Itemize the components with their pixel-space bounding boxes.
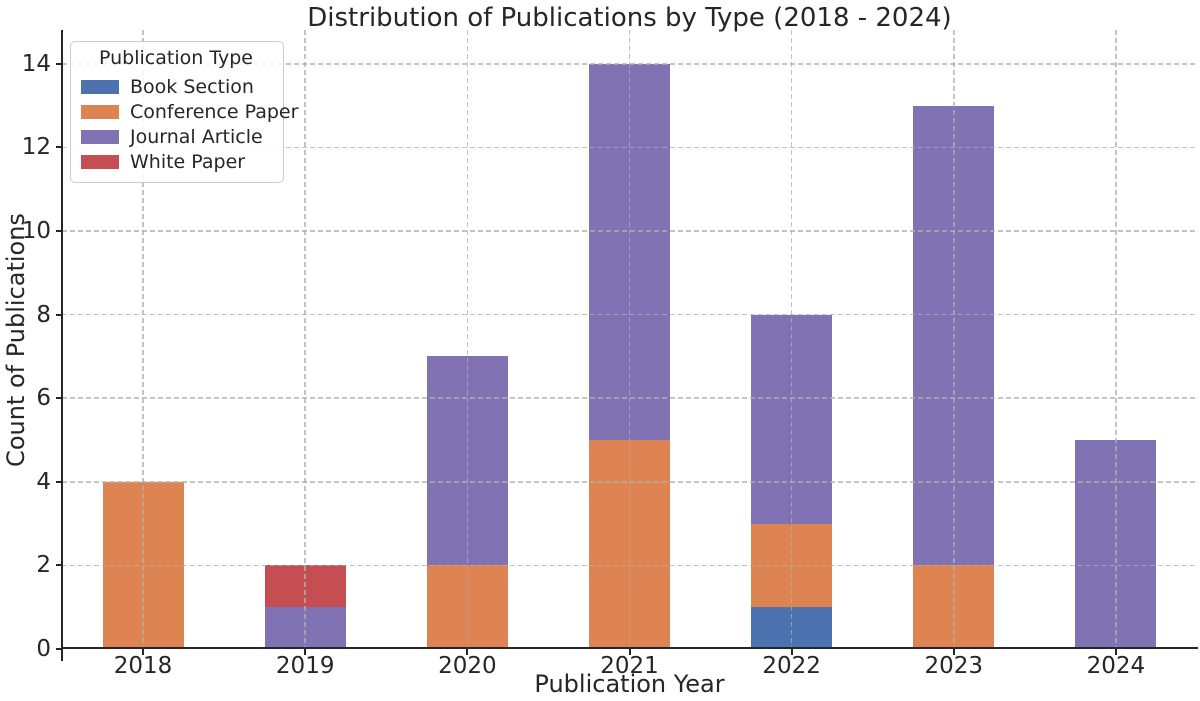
plot-area: Publication Type Book Section Conference … [61,30,1199,662]
legend: Publication Type Book Section Conference … [70,41,298,183]
y-tick-10 [56,230,62,233]
legend-swatch-conference-paper [81,104,119,119]
gridline-x-2019 [304,30,306,649]
x-tick-2023 [952,649,955,655]
legend-swatch-white-paper [81,154,119,169]
legend-label-conference-paper: Conference Paper [130,100,299,123]
x-axis-spine [61,647,1199,649]
y-tick-4 [56,480,62,483]
y-tick-label-14: 14 [21,50,51,77]
y-tick-12 [56,146,62,149]
legend-items: Book Section Conference Paper Journal Arti… [79,74,298,174]
y-tick-label-10: 10 [21,218,51,245]
gridline-x-2020 [466,30,469,649]
chart-title: Distribution of Publications by Type (20… [307,3,952,33]
x-tick-2020 [466,649,469,655]
x-tick-2021 [628,649,631,655]
y-tick-2 [56,564,62,567]
y-tick-label-2: 2 [36,552,51,579]
legend-label-journal-article: Journal Article [130,125,263,148]
legend-item-white-paper: White Paper [79,149,273,174]
gridline-x-2024 [1115,30,1117,649]
x-tick-label-2020: 2020 [438,653,497,679]
y-tick-label-4: 4 [36,468,51,495]
x-tick-2018 [142,649,145,655]
y-tick-8 [56,313,62,316]
gridline-x-2018 [142,30,144,649]
legend-title: Publication Type [99,47,253,69]
y-tick-14 [56,62,62,65]
legend-label-white-paper: White Paper [130,150,246,173]
x-tick-2022 [790,649,793,655]
x-tick-label-2022: 2022 [762,653,821,679]
x-tick-label-2018: 2018 [113,653,173,679]
y-tick-label-0: 0 [36,636,51,662]
legend-item-conference-paper: Conference Paper [79,99,298,124]
y-tick-label-8: 8 [36,301,51,328]
x-tick-label-2023: 2023 [924,653,984,679]
legend-swatch-journal-article [81,129,119,144]
x-tick-label-2024: 2024 [1086,653,1146,679]
x-tick-label-2021: 2021 [600,653,659,679]
legend-label-book-section: Book Section [130,75,254,98]
y-tick-label-6: 6 [36,385,51,412]
legend-item-book-section: Book Section [79,74,273,99]
gridline-x-2021 [628,30,631,649]
x-tick-2019 [304,649,307,655]
y-tick-6 [56,397,62,400]
gridline-x-2022 [790,30,793,649]
x-tick-label-2019: 2019 [275,653,335,679]
y-tick-0 [56,648,62,650]
legend-item-journal-article: Journal Article [79,124,273,149]
x-tick-2024 [1114,649,1117,655]
y-axis-label: Count of Publications [2,213,30,467]
y-axis-spine [61,30,63,662]
x-axis-label: Publication Year [534,670,725,698]
legend-swatch-book-section [81,79,119,94]
y-tick-label-12: 12 [21,134,51,161]
gridline-x-2023 [952,30,955,649]
